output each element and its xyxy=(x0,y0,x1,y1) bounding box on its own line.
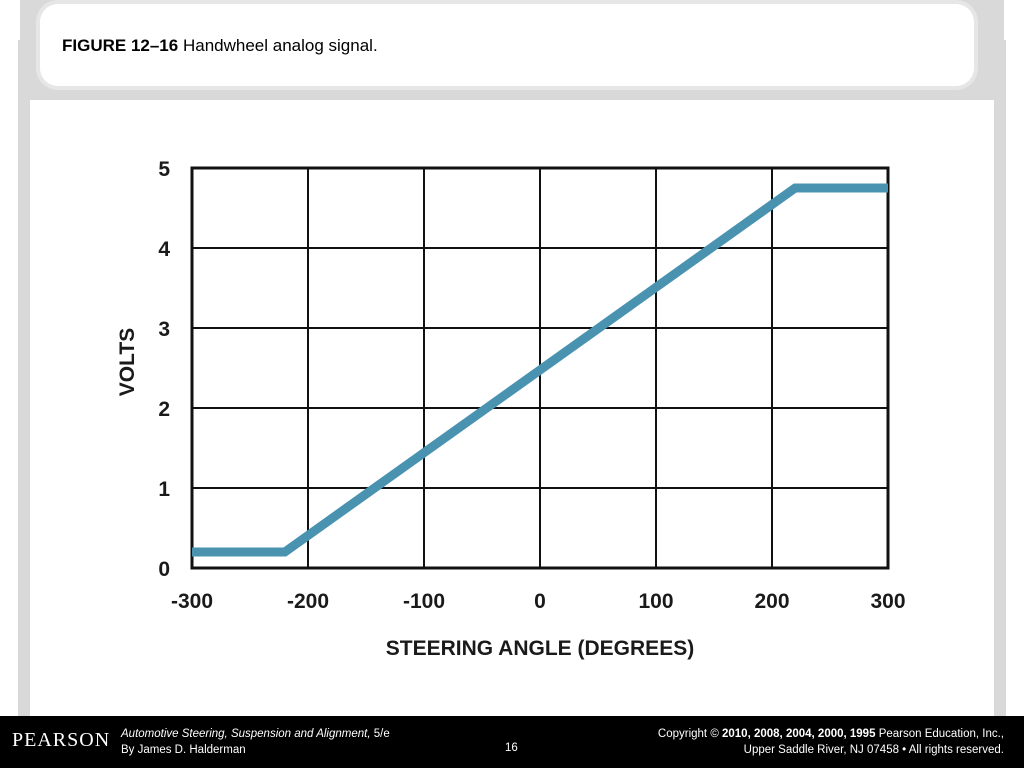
pearson-logo: PEARSON xyxy=(12,729,111,751)
y-tick-label: 0 xyxy=(158,558,170,581)
figure-title: FIGURE 12–16 Handwheel analog signal. xyxy=(62,36,378,56)
x-axis-label: STEERING ANGLE (DEGREES) xyxy=(386,637,694,660)
publisher: Pearson Education, Inc., xyxy=(878,728,1004,740)
plot-frame xyxy=(190,166,890,570)
footer-copyright: Copyright © 2010, 2008, 2004, 2000, 1995… xyxy=(658,726,1004,758)
x-tick-label: -300 xyxy=(171,590,213,613)
figure-label: FIGURE 12–16 xyxy=(62,36,179,55)
x-tick-label: 200 xyxy=(754,590,789,613)
x-tick-label: -200 xyxy=(287,590,329,613)
slide-frame-right xyxy=(994,40,1006,716)
x-tick-label: -100 xyxy=(403,590,445,613)
y-axis-label: VOLTS xyxy=(116,328,139,396)
copyright-years: 2010, 2008, 2004, 2000, 1995 xyxy=(722,728,876,740)
figure-caption: Handwheel analog signal. xyxy=(182,36,378,55)
book-title: Automotive Steering, Suspension and Alig… xyxy=(121,728,371,740)
book-edition: 5/e xyxy=(370,728,390,740)
slide-frame-left xyxy=(18,40,30,716)
title-box xyxy=(40,4,974,86)
x-tick-label: 0 xyxy=(534,590,546,613)
x-tick-label: 300 xyxy=(870,590,905,613)
y-tick-label: 4 xyxy=(158,238,170,261)
series-line xyxy=(192,183,888,557)
y-tick-labels: 0 1 2 3 4 5 xyxy=(158,158,170,581)
y-tick-label: 5 xyxy=(158,158,170,181)
footer-book-info: Automotive Steering, Suspension and Alig… xyxy=(121,726,390,758)
publisher-address: Upper Saddle River, NJ 07458 • All right… xyxy=(743,744,1004,756)
x-tick-label: 100 xyxy=(638,590,673,613)
page-number: 16 xyxy=(505,742,518,754)
book-author: By James D. Halderman xyxy=(121,744,246,756)
chart: -300 -200 -100 0 100 200 300 0 1 2 3 4 5 STEERING A… xyxy=(116,158,906,660)
y-tick-label: 1 xyxy=(158,478,170,501)
y-tick-label: 2 xyxy=(158,398,170,421)
x-tick-labels: -300 -200 -100 0 100 200 300 xyxy=(171,590,906,613)
y-tick-label: 3 xyxy=(158,318,170,341)
footer: PEARSON Automotive Steering, Suspension … xyxy=(0,716,1024,768)
chart-series xyxy=(192,183,888,557)
copyright-prefix: Copyright © xyxy=(657,728,719,740)
